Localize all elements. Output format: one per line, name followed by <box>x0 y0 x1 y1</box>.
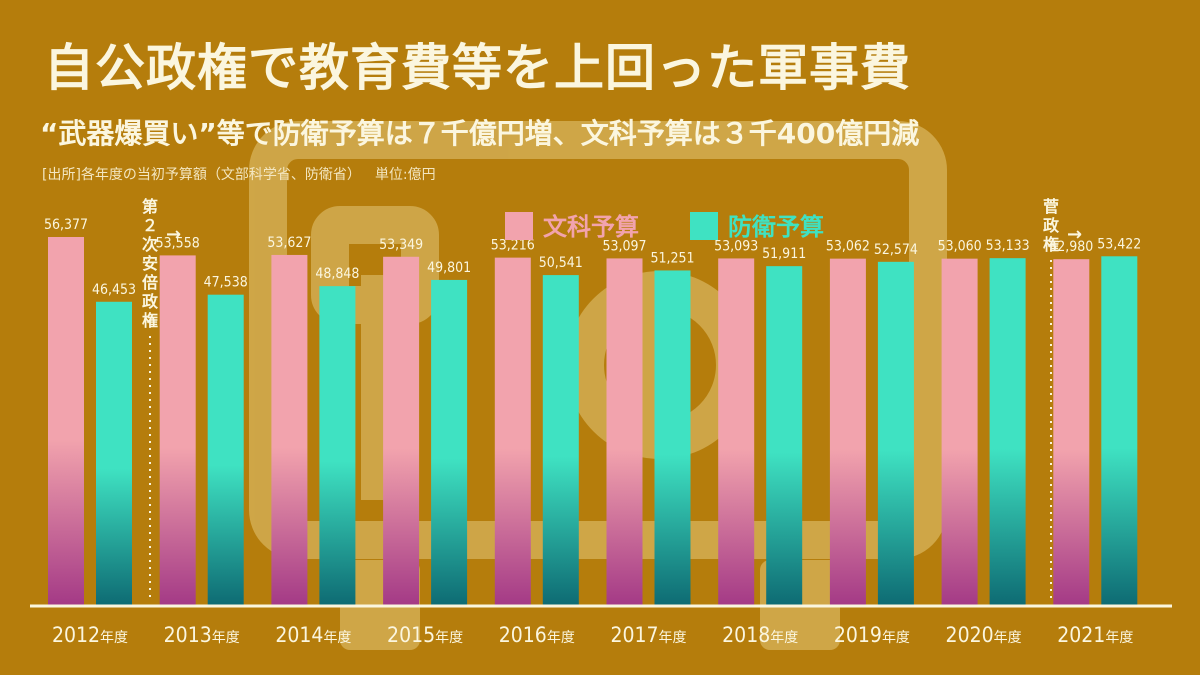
bar-defense-2015 <box>431 279 468 605</box>
bar-defense-2020 <box>989 258 1026 605</box>
bar-defense-2014 <box>319 286 356 605</box>
source-note: [出所]各年度の当初予算額（文部科学省、防衛省） 単位:億円 <box>42 164 436 184</box>
bar-education-2019 <box>829 258 866 605</box>
data-label-education-2018: 53,093 <box>714 238 758 254</box>
data-label-education-2016: 53,216 <box>491 238 535 254</box>
data-label-defense-2016: 50,541 <box>539 255 583 271</box>
bar-education-2014 <box>271 254 308 606</box>
bar-defense-2013 <box>207 294 244 605</box>
bar-education-2016 <box>494 257 531 605</box>
bar-education-2020 <box>941 258 978 605</box>
arrow-icon: → <box>166 224 181 245</box>
unit-text: 単位:億円 <box>374 167 436 183</box>
chart-subtitle: “武器爆買い”等で防衛予算は７千億円増、文科予算は３千400億円減 <box>40 117 920 150</box>
bar-education-2012 <box>48 237 84 605</box>
bar-defense-2012 <box>96 301 132 605</box>
bar-education-2021 <box>1053 259 1090 605</box>
tick-label-2015: 2015年度 <box>387 623 463 647</box>
annotation-label: 菅政権 <box>1043 197 1060 254</box>
bar-defense-2018 <box>766 266 803 605</box>
data-label-defense-2012: 46,453 <box>92 282 136 298</box>
data-label-education-2021: 52,980 <box>1049 239 1093 255</box>
data-label-defense-2020: 53,133 <box>986 238 1030 254</box>
data-label-defense-2013: 47,538 <box>204 275 248 291</box>
data-label-education-2015: 53,349 <box>379 237 423 253</box>
legend-swatch-defense <box>690 212 718 240</box>
bar-defense-2017 <box>654 270 691 605</box>
chart-title: 自公政権で教育費等を上回った軍事費 <box>44 39 911 97</box>
data-label-defense-2014: 48,848 <box>315 266 359 282</box>
bar-education-2013 <box>159 255 196 605</box>
legend-swatch-education <box>505 212 533 240</box>
bar-defense-2016 <box>542 275 579 605</box>
bar-education-2017 <box>606 258 643 605</box>
tick-label-2019: 2019年度 <box>834 623 910 647</box>
data-label-defense-2021: 53,422 <box>1097 236 1141 252</box>
tick-label-2017: 2017年度 <box>610 623 686 647</box>
tick-label-2020: 2020年度 <box>946 623 1022 647</box>
bar-education-2018 <box>718 258 755 605</box>
source-text: [出所]各年度の当初予算額（文部科学省、防衛省） <box>42 167 361 183</box>
data-label-education-2017: 53,097 <box>602 238 646 254</box>
tick-label-2012: 2012年度 <box>52 623 128 647</box>
bar-defense-2019 <box>877 261 914 605</box>
legend-label-defense: 防衛予算 <box>728 213 824 241</box>
tick-label-2018: 2018年度 <box>722 623 798 647</box>
tick-label-2013: 2013年度 <box>164 623 240 647</box>
tick-label-2021: 2021年度 <box>1057 623 1133 647</box>
data-label-defense-2015: 49,801 <box>427 260 471 276</box>
data-label-education-2012: 56,377 <box>44 217 88 233</box>
tick-label-2014: 2014年度 <box>275 623 351 647</box>
data-label-education-2019: 53,062 <box>826 239 870 255</box>
arrow-icon: → <box>1067 224 1082 245</box>
data-label-education-2020: 53,060 <box>938 239 982 255</box>
data-label-defense-2017: 51,251 <box>650 250 694 266</box>
bar-education-2015 <box>383 256 420 605</box>
data-label-education-2013: 53,558 <box>156 235 200 251</box>
legend-label-education: 文科予算 <box>543 213 639 241</box>
bar-defense-2021 <box>1101 256 1138 605</box>
data-label-defense-2019: 52,574 <box>874 242 918 258</box>
data-label-education-2014: 53,627 <box>267 235 311 251</box>
annotation-label: 第２次安倍政権 <box>142 197 159 330</box>
tick-label-2016: 2016年度 <box>499 623 575 647</box>
data-label-defense-2018: 51,911 <box>762 246 806 262</box>
